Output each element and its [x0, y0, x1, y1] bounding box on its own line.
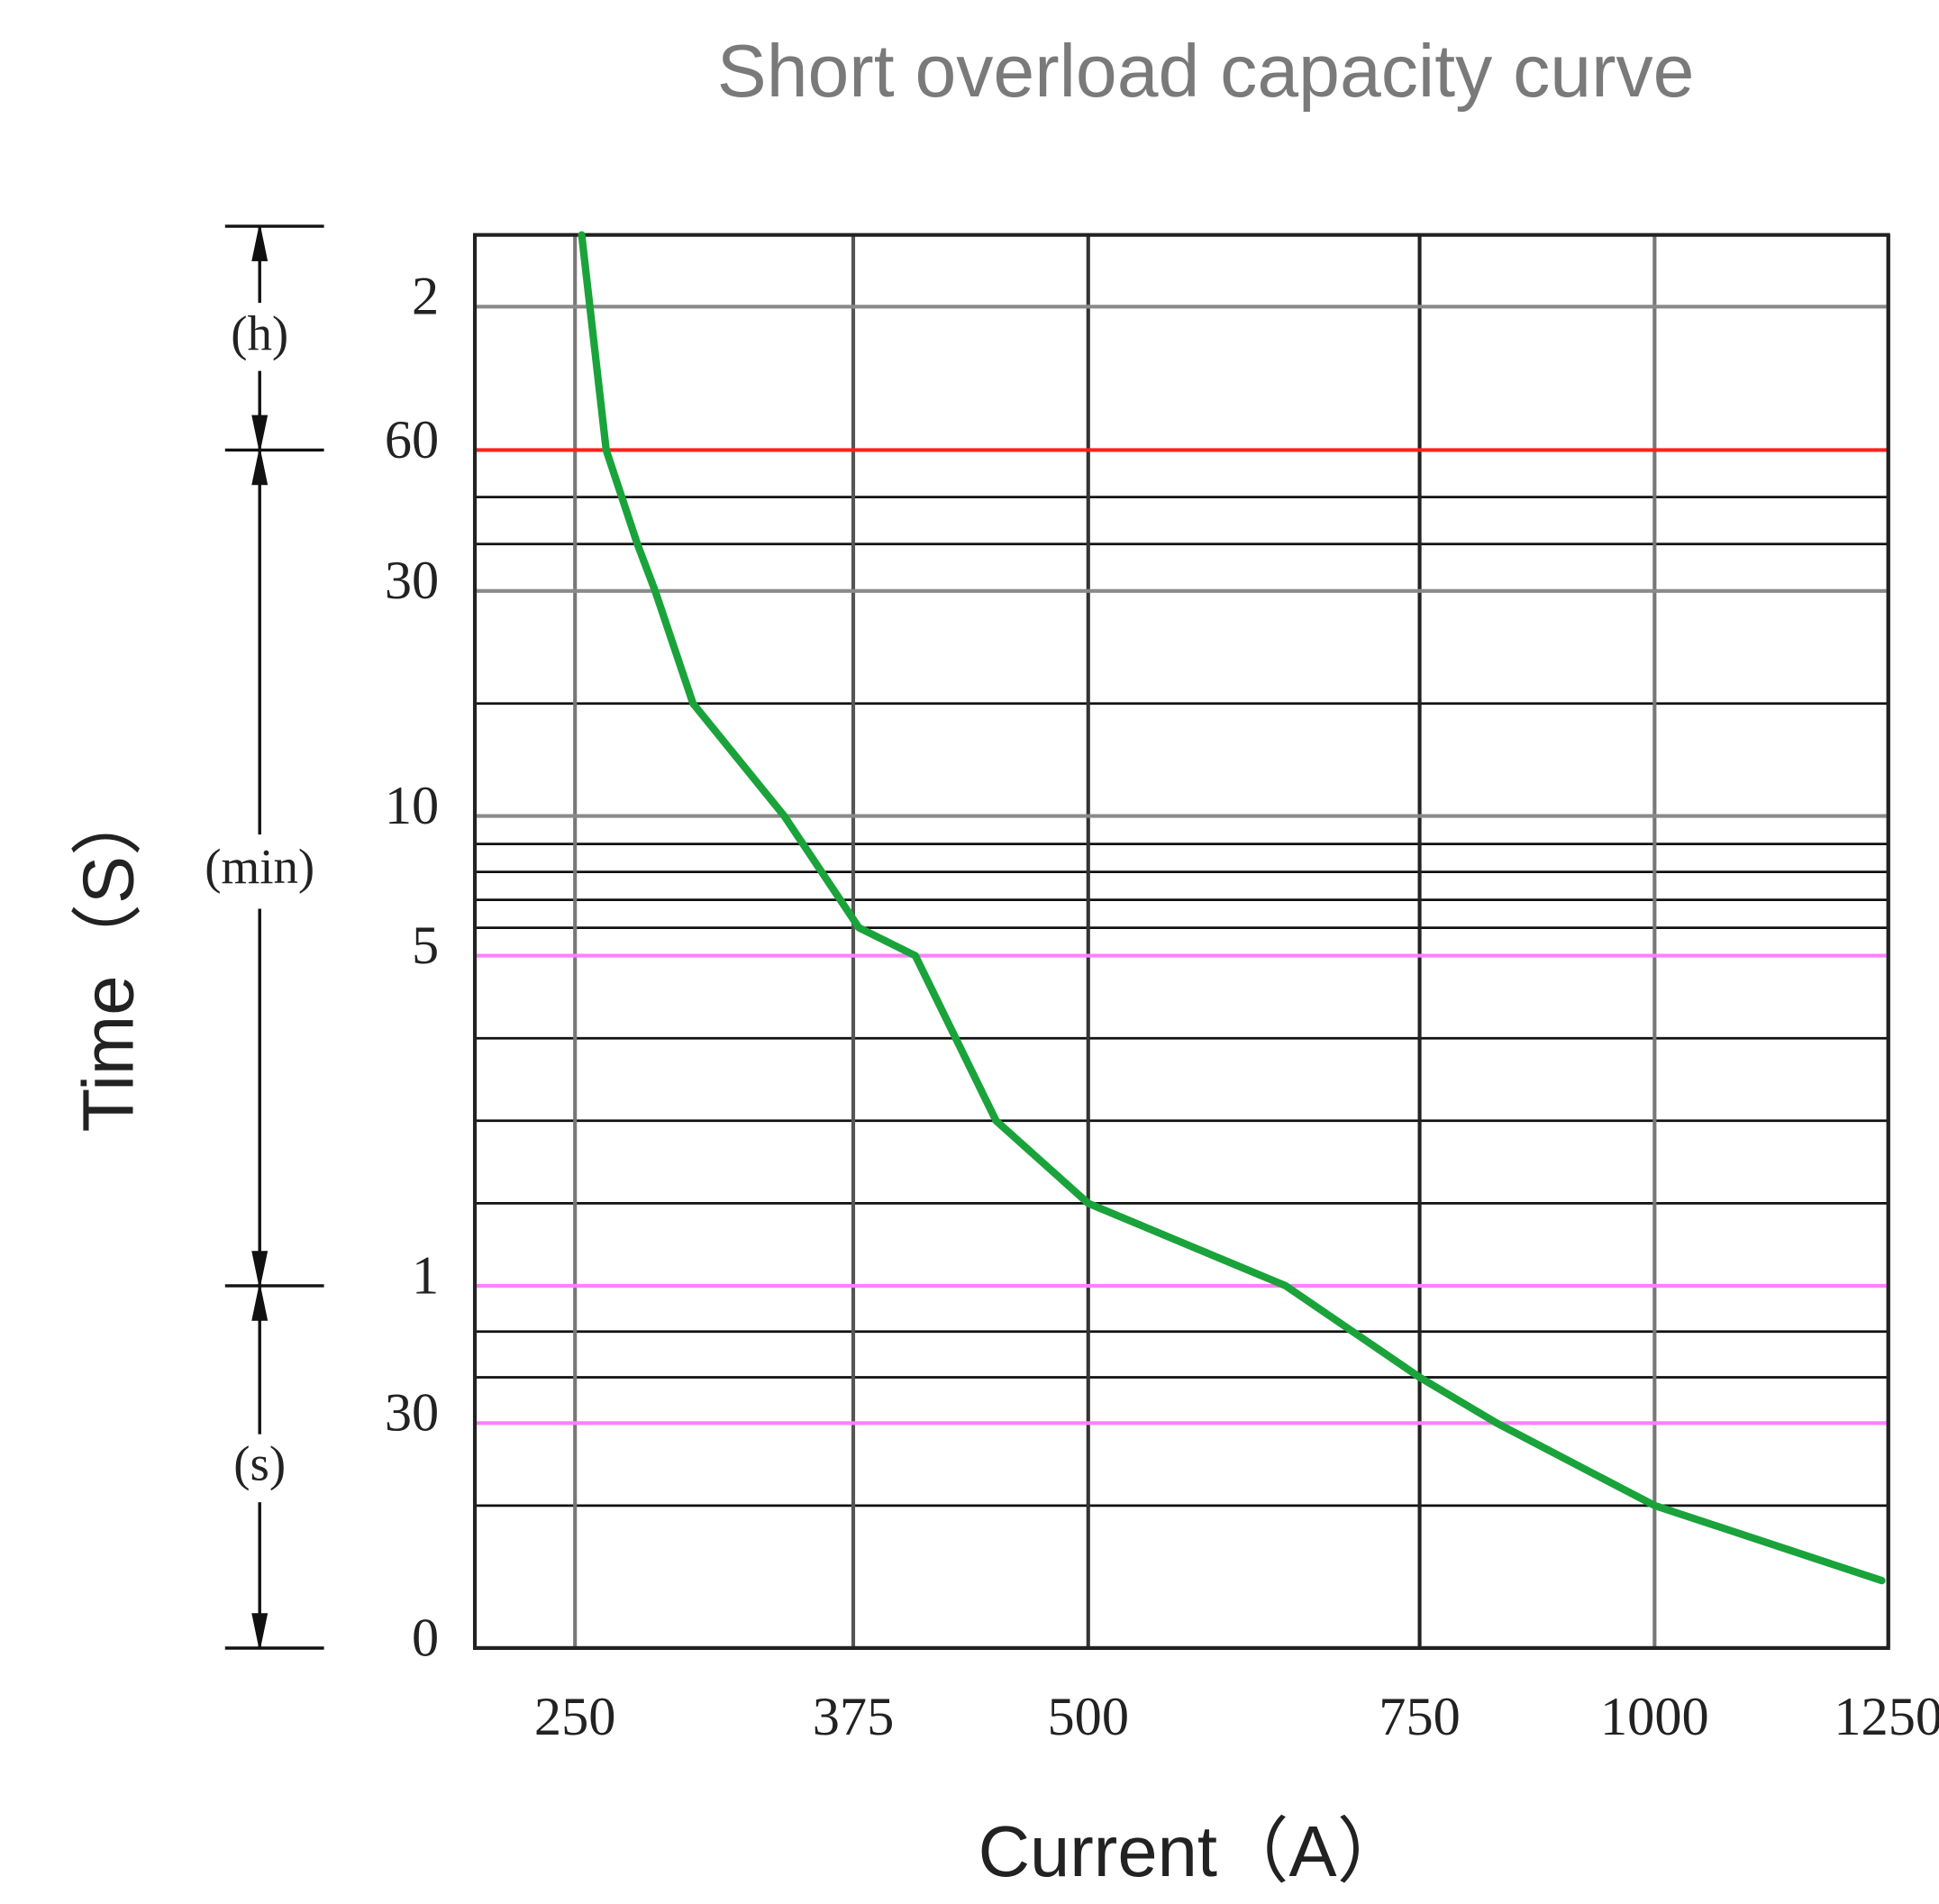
- arrowhead: [251, 1251, 269, 1283]
- y-tick-label: 30: [385, 551, 439, 611]
- y-tick-label: 0: [412, 1608, 439, 1668]
- unit-label: (h): [231, 306, 288, 361]
- y-tick-label: 10: [385, 776, 439, 836]
- x-tick-label: 1250: [1834, 1687, 1939, 1747]
- x-tick-label: 1000: [1600, 1687, 1709, 1747]
- y-axis-title: Time（S）: [68, 784, 148, 1132]
- y-tick-label: 30: [385, 1383, 439, 1444]
- chart-title: Short overload capacity curve: [717, 30, 1695, 113]
- unit-label: (s): [233, 1436, 286, 1491]
- arrowhead: [251, 229, 269, 261]
- x-tick-label: 375: [813, 1687, 895, 1747]
- y-tick-label: 1: [412, 1245, 439, 1306]
- arrowhead: [251, 453, 269, 486]
- unit-brackets: [224, 224, 324, 1650]
- x-tick-label: 750: [1379, 1687, 1461, 1747]
- plot-frame: [472, 232, 1890, 1651]
- x-axis-title: Current（A）: [979, 1811, 1409, 1891]
- y-tick-label: 2: [412, 267, 439, 327]
- x-tick-label: 500: [1047, 1687, 1129, 1747]
- y-tick-label: 5: [412, 916, 439, 976]
- arrowhead: [251, 1613, 269, 1645]
- unit-label: (min): [205, 839, 314, 894]
- arrowhead: [251, 415, 269, 447]
- curve: [578, 231, 1886, 1585]
- arrowhead: [251, 1289, 269, 1321]
- x-tick-label: 250: [534, 1687, 616, 1747]
- y-tick-label: 60: [385, 410, 439, 470]
